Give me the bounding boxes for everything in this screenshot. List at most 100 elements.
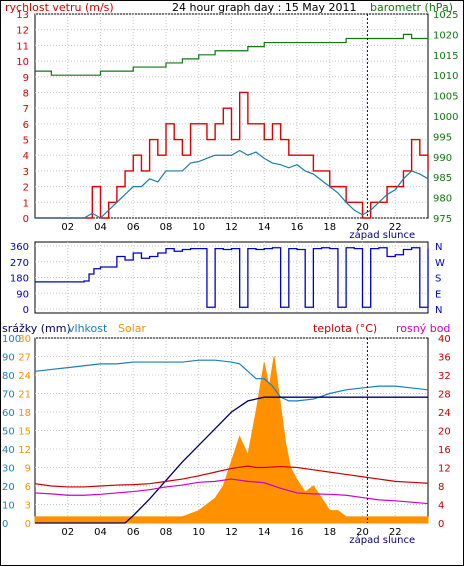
solar-tick-label: 12 <box>18 445 31 456</box>
humidity-tick-label: 30 <box>2 464 15 475</box>
y-left-tick-label: 5 <box>23 136 29 147</box>
y-left-tick-label: 1 <box>23 198 29 209</box>
dewpoint-series-line <box>34 478 429 505</box>
temperature-axis-label: teplota (°C) <box>313 322 377 335</box>
solar-tick-label: 9 <box>25 464 31 475</box>
x-tick-label: 02 <box>61 222 74 233</box>
temperature-tick-label: 4 <box>438 501 444 512</box>
y-left-tick-label: 2 <box>23 183 29 194</box>
compass-tick-label: W <box>435 258 445 269</box>
x-tick-label: 14 <box>258 527 271 538</box>
solar-tick-label: 15 <box>18 427 31 438</box>
humidity-tick-label: 0 <box>2 519 8 530</box>
x-tick-label: 14 <box>258 222 271 233</box>
temperature-tick-label: 32 <box>438 371 451 382</box>
y-left-tick-label: 0 <box>23 305 29 316</box>
y-left-tick-label: 9 <box>23 73 29 84</box>
humidity-tick-label: 90 <box>2 353 15 364</box>
y-left-tick-label: 11 <box>16 41 29 52</box>
x-tick-label: 02 <box>61 527 74 538</box>
temperature-tick-label: 0 <box>438 519 444 530</box>
rain-series-line <box>35 396 428 524</box>
y-left-tick-label: 90 <box>16 289 29 300</box>
temperature-tick-label: 8 <box>438 482 444 493</box>
solar-axis-label: Solar <box>118 322 147 335</box>
temperature-tick-label: 40 <box>438 334 451 345</box>
temperature-tick-label: 36 <box>438 353 451 364</box>
x-tick-label: 08 <box>160 527 173 538</box>
y-right-tick-label: 1010 <box>433 71 458 82</box>
chart-title: 24 hour graph day : 15 May 2011 <box>172 1 357 14</box>
y-left-tick-label: 13 <box>16 10 29 21</box>
x-tick-label: 18 <box>323 222 336 233</box>
humidity-tick-label: 50 <box>2 427 15 438</box>
y-right-tick-label: 1025 <box>433 10 458 21</box>
humidity-tick-label: 100 <box>2 334 21 345</box>
y-right-tick-label: 1000 <box>433 112 458 123</box>
y-left-tick-label: 8 <box>23 88 29 99</box>
y-right-tick-label: 1015 <box>433 51 458 62</box>
solar-tick-label: 0 <box>25 519 31 530</box>
solar-tick-label: 21 <box>18 390 31 401</box>
chart-layer: 02 04 06 08 10 12 14 16 18 20 22012345678910111213… <box>2 10 458 546</box>
rain-axis-label: srážky (mm) <box>2 322 71 335</box>
humidity-tick-label: 10 <box>2 501 15 512</box>
humidity-tick-label: 70 <box>2 390 15 401</box>
y-left-tick-label: 270 <box>10 258 29 269</box>
humidity-tick-label: 20 <box>2 482 15 493</box>
y-left-tick-label: 12 <box>16 26 29 37</box>
compass-tick-label: E <box>435 289 441 300</box>
x-tick-label: 08 <box>160 222 173 233</box>
solar-tick-label: 27 <box>18 353 31 364</box>
dewpoint-axis-label: rosný bod <box>396 322 450 335</box>
x-tick-label: 16 <box>291 527 304 538</box>
y-left-tick-label: 4 <box>23 151 29 162</box>
wind-average-series-line <box>35 149 429 219</box>
solar-tick-label: 6 <box>25 482 31 493</box>
solar-tick-label: 18 <box>18 408 31 419</box>
x-tick-label: 10 <box>192 527 205 538</box>
temperature-tick-label: 28 <box>438 390 451 401</box>
x-tick-label: 16 <box>291 222 304 233</box>
solar-tick-label: 3 <box>25 501 31 512</box>
y-right-tick-label: 975 <box>433 214 452 225</box>
x-tick-label: 20 <box>356 527 369 538</box>
x-tick-label: 12 <box>225 222 238 233</box>
sunset-annotation: západ slunce <box>349 229 415 241</box>
y-right-tick-label: 1020 <box>433 30 458 41</box>
temperature-series-line <box>34 465 429 488</box>
compass-tick-label: N <box>435 305 442 316</box>
x-tick-label: 04 <box>94 222 107 233</box>
y-left-tick-label: 7 <box>23 104 29 115</box>
x-tick-label: 10 <box>192 222 205 233</box>
y-right-tick-label: 995 <box>433 132 452 143</box>
temperature-tick-label: 12 <box>438 464 451 475</box>
wind-speed-axis-label: rychlost vetru (m/s) <box>5 1 114 14</box>
x-tick-label: 06 <box>127 527 140 538</box>
solar-series-area <box>34 356 429 524</box>
humidity-tick-label: 40 <box>2 445 15 456</box>
sunset-annotation: západ slunce <box>349 534 415 546</box>
solar-tick-label: 24 <box>18 371 31 382</box>
wind-speed-series-line <box>35 91 429 219</box>
temperature-tick-label: 24 <box>438 408 451 419</box>
x-tick-label: 04 <box>94 527 107 538</box>
x-tick-label: 12 <box>225 527 238 538</box>
temperature-tick-label: 16 <box>438 445 451 456</box>
y-left-tick-label: 180 <box>10 274 29 285</box>
compass-tick-label: S <box>435 274 441 285</box>
x-tick-label: 06 <box>127 222 140 233</box>
humidity-series-line <box>34 359 429 402</box>
x-tick-label: 18 <box>323 527 336 538</box>
x-tick-label: 22 <box>389 222 402 233</box>
y-left-tick-label: 6 <box>23 120 29 131</box>
humidity-axis-label: vlhkost <box>68 322 108 335</box>
y-right-tick-label: 1005 <box>433 92 458 103</box>
humidity-tick-label: 60 <box>2 408 15 419</box>
temperature-tick-label: 20 <box>438 427 451 438</box>
pressure-axis-label: barometr (hPa) <box>370 1 453 14</box>
pressure-series-line <box>35 33 428 76</box>
y-left-tick-label: 360 <box>10 242 29 253</box>
wind-direction-series-line <box>35 247 429 308</box>
